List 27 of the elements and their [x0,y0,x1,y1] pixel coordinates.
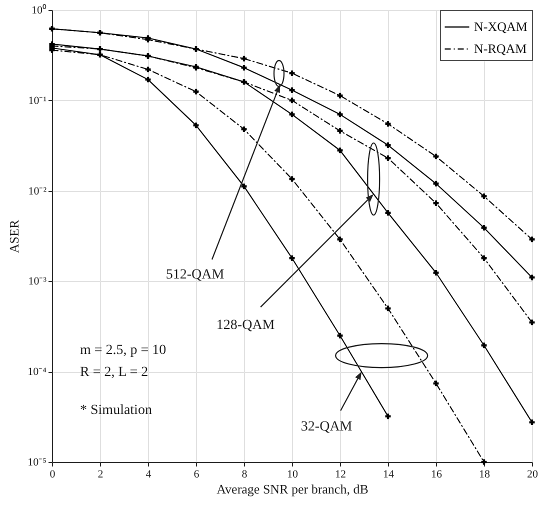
legend-label: N-XQAM [474,19,528,34]
annotation: * Simulation [80,403,152,418]
x-tick-label: 8 [242,468,248,480]
x-axis-title: Average SNR per branch, dB [216,482,369,496]
x-tick-label: 10 [287,468,298,480]
x-tick-label: 16 [431,468,442,480]
annotation: 32-QAM [300,420,353,435]
x-tick-label: 4 [146,468,152,480]
x-tick-label: 18 [479,468,490,480]
annotation: 512-QAM [166,267,225,282]
x-tick-label: 0 [50,468,56,480]
y-axis-title: ASER [6,220,22,254]
x-tick-label: 2 [98,468,104,480]
x-tick-label: 20 [527,468,538,480]
y-tick-label: 10⁻⁴ [28,366,47,378]
legend-label: N-RQAM [474,41,528,56]
y-tick-label: 10⁻³ [28,276,48,288]
y-tick-label: 10⁻⁵ [28,456,47,468]
y-tick-label: 10⁻¹ [28,94,46,107]
annotation: R = 2, L = 2 [80,365,148,380]
annotation: 128-QAM [216,318,276,334]
x-tick-label: 6 [194,468,200,480]
y-tick-label: 10⁻² [28,185,48,198]
y-tick-label: 10⁰ [32,4,46,16]
annotation: m = 2.5, p = 10 [80,343,166,358]
x-tick-label: 14 [383,468,394,480]
x-tick-label: 12 [335,468,346,480]
